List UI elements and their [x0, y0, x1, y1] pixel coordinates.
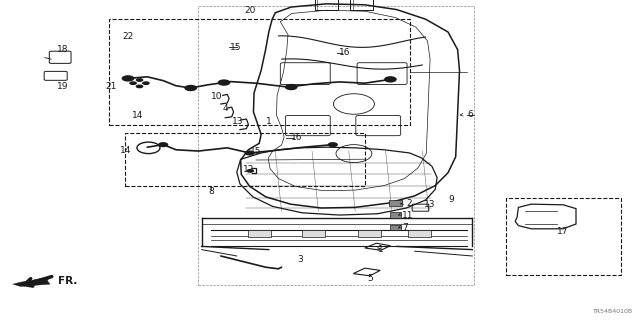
Text: 16: 16	[339, 48, 351, 57]
Bar	[248, 230, 271, 237]
Text: 4: 4	[222, 104, 228, 113]
Circle shape	[328, 142, 338, 147]
Circle shape	[158, 142, 168, 147]
Bar	[302, 230, 325, 237]
Bar	[358, 230, 381, 237]
Text: 13: 13	[424, 200, 436, 209]
Polygon shape	[13, 277, 50, 286]
Circle shape	[136, 84, 143, 88]
Bar	[506, 198, 621, 275]
Text: 20: 20	[244, 6, 255, 15]
Bar	[350, 0, 373, 10]
Text: 9: 9	[448, 196, 454, 204]
Circle shape	[244, 150, 255, 156]
Text: 2: 2	[406, 199, 412, 208]
Text: 22: 22	[122, 32, 134, 41]
Text: 7: 7	[402, 223, 408, 232]
Circle shape	[218, 79, 230, 86]
Bar	[389, 200, 402, 206]
Bar	[198, 6, 474, 285]
Text: 14: 14	[120, 146, 131, 155]
Text: 5: 5	[367, 274, 372, 283]
Text: 15: 15	[230, 43, 242, 52]
Text: FR.: FR.	[58, 276, 77, 286]
Text: 1: 1	[266, 117, 271, 126]
Text: TR54B4010B: TR54B4010B	[593, 308, 634, 314]
Text: 19: 19	[57, 82, 68, 91]
Text: 18: 18	[57, 45, 68, 54]
Circle shape	[285, 84, 298, 90]
Text: 16: 16	[291, 133, 303, 142]
Circle shape	[129, 81, 137, 85]
Text: 12: 12	[243, 165, 255, 174]
Circle shape	[142, 81, 150, 85]
Bar	[125, 133, 365, 186]
Bar	[408, 230, 431, 237]
Text: 11: 11	[402, 211, 413, 220]
Text: 15: 15	[250, 148, 261, 156]
Bar	[109, 19, 410, 125]
Bar	[390, 225, 401, 230]
Text: 8: 8	[209, 187, 214, 196]
Text: 10: 10	[211, 92, 223, 101]
Bar	[315, 0, 338, 10]
Circle shape	[136, 78, 143, 82]
Text: 13: 13	[232, 117, 243, 126]
Text: 3: 3	[298, 255, 303, 264]
Text: 21: 21	[106, 82, 117, 91]
Text: 6: 6	[467, 110, 473, 119]
Bar	[390, 212, 401, 218]
Circle shape	[122, 75, 134, 82]
Text: 14: 14	[132, 111, 143, 120]
Text: 1: 1	[378, 245, 383, 254]
Circle shape	[246, 169, 254, 173]
Circle shape	[184, 85, 197, 91]
Text: 17: 17	[557, 228, 569, 236]
Circle shape	[384, 76, 397, 83]
